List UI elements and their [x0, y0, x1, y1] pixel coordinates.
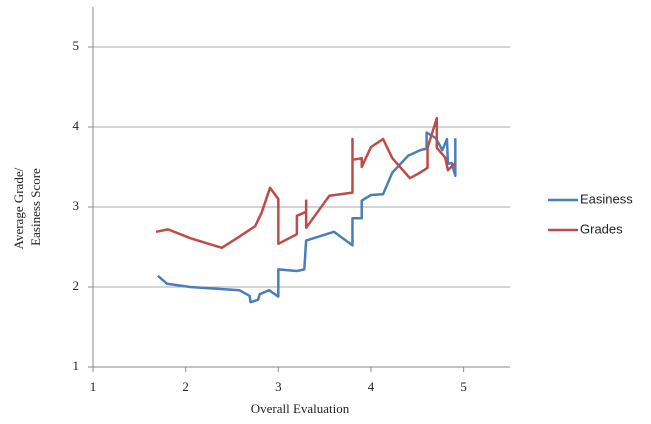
y-tick-label: 4	[73, 118, 80, 133]
x-axis-title: Overall Evaluation	[251, 401, 350, 416]
y-axis-title-line: Easiness Score	[28, 168, 43, 246]
legend-label: Easiness	[580, 191, 633, 206]
legend-label: Grades	[580, 221, 623, 236]
series-line	[157, 131, 457, 304]
x-tick-label: 4	[368, 379, 375, 394]
y-axis-title: Average Grade/ Easiness Score	[11, 165, 43, 250]
y-tick-label: 1	[73, 358, 80, 373]
x-tick-label: 2	[182, 379, 189, 394]
x-tick-label: 1	[90, 379, 97, 394]
x-tick-label: 3	[275, 379, 282, 394]
x-tick-label: 5	[460, 379, 467, 394]
y-tick-label: 2	[73, 278, 80, 293]
y-tick-label: 5	[73, 38, 80, 53]
y-tick-label: 3	[73, 198, 80, 213]
y-axis-title-line: Average Grade/	[11, 167, 26, 249]
series-line	[155, 116, 457, 250]
